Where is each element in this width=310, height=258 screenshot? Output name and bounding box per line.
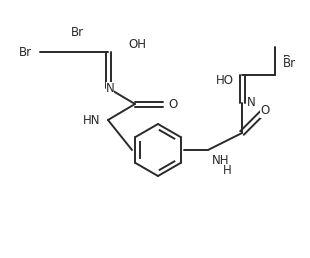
Text: H: H [223,164,232,177]
Text: NH: NH [212,154,229,167]
Text: O: O [168,98,177,110]
Text: Br: Br [283,54,296,67]
Text: N: N [247,96,256,109]
Text: O: O [260,104,269,117]
Text: OH: OH [128,37,146,51]
Text: N: N [106,82,114,94]
Text: Br: Br [19,45,32,59]
Text: Br: Br [283,57,296,70]
Text: HN: HN [82,114,100,126]
Text: HO: HO [216,74,234,86]
Text: Br: Br [70,26,84,39]
